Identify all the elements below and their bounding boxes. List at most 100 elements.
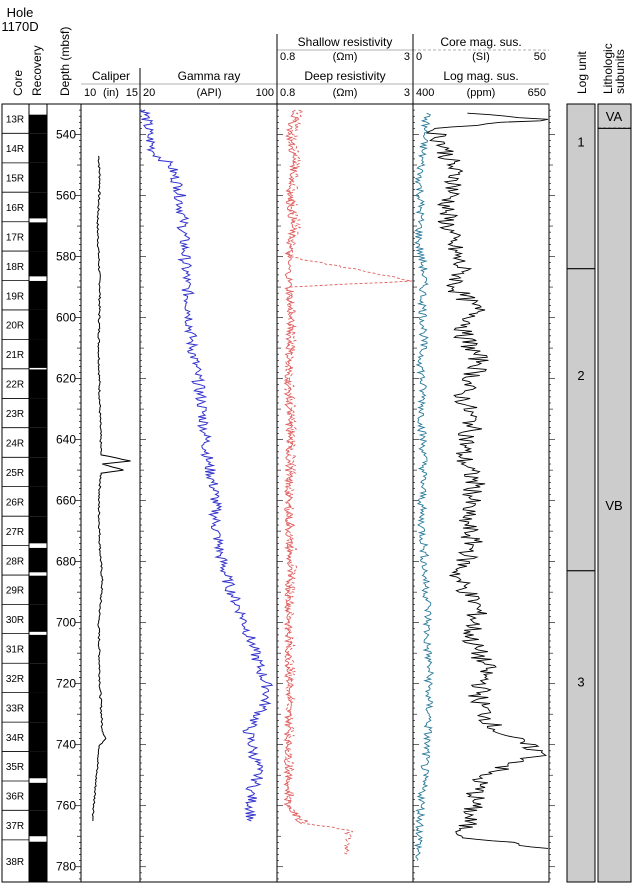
core-label-14R: 14R (6, 144, 24, 155)
deep-min: 0.8 (280, 87, 295, 99)
hole-label-line2: 1170D (1, 19, 38, 34)
recovery-block-34R (29, 722, 47, 752)
core-magsus-curve (425, 112, 549, 849)
recovery-block-33R (29, 692, 47, 723)
shallow-max: 3 (404, 51, 410, 63)
recovery-block-30R (29, 604, 47, 632)
gamma-unit: (API) (196, 87, 221, 99)
deep-resistivity-curve (283, 109, 302, 825)
recovery-block-18R (29, 251, 47, 277)
core-label-34R: 34R (6, 733, 24, 744)
core-label-22R: 22R (6, 380, 24, 391)
depth-axis-label: Depth (mbsf) (58, 27, 72, 96)
depth-tick-label-680: 680 (56, 555, 76, 569)
recovery-block-31R (29, 634, 47, 664)
recovery-block-17R (29, 222, 47, 252)
logmag-min: 400 (416, 87, 434, 99)
core-label-33R: 33R (6, 703, 24, 714)
magsus-track-frame (412, 103, 550, 883)
caliper-curve (91, 155, 131, 822)
recovery-block-19R (29, 280, 47, 310)
core-label-17R: 17R (6, 232, 24, 243)
caliper-title: Caliper (92, 69, 130, 83)
core-label-37R: 37R (6, 821, 24, 832)
caliper-track-frame (80, 103, 141, 883)
core-label-20R: 20R (6, 321, 24, 332)
core-label-19R: 19R (6, 291, 24, 302)
header-dividers (139, 34, 414, 104)
shallow-min: 0.8 (280, 51, 295, 63)
recovery-block-15R (29, 162, 47, 193)
depth-tick-label-760: 760 (56, 799, 76, 813)
depth-tick-label-640: 640 (56, 433, 76, 447)
core-label-25R: 25R (6, 468, 24, 479)
gamma-min: 20 (143, 87, 155, 99)
gamma-title: Gamma ray (178, 69, 241, 83)
core-label-32R: 32R (6, 674, 24, 685)
shallow-title: Shallow resistivity (298, 35, 393, 49)
gamma-max: 100 (256, 87, 274, 99)
caliper-max: 15 (126, 87, 138, 99)
depth-tick-label-660: 660 (56, 494, 76, 508)
core-label-38R: 38R (6, 857, 24, 868)
coremag-title: Core mag. sus. (440, 35, 521, 49)
recovery-block-32R (29, 663, 47, 693)
log-unit-1 (566, 103, 596, 270)
recovery-block-27R (29, 516, 47, 544)
log-unit-label-3: 3 (577, 674, 584, 689)
log-unit-3 (566, 570, 596, 883)
caliper-unit: (in) (103, 87, 119, 99)
depth-tick-label-580: 580 (56, 250, 76, 264)
recovery-block-25R (29, 457, 47, 487)
recovery-block-22R (29, 369, 47, 399)
core-label-30R: 30R (6, 615, 24, 626)
recovery-block-35R (29, 751, 47, 779)
core-label-29R: 29R (6, 586, 24, 597)
log-unit-2 (566, 268, 596, 572)
hole-label-line1: Hole (7, 5, 34, 20)
recovery-block-29R (29, 575, 47, 605)
recovery-block-14R (29, 133, 47, 163)
gamma-ray-curve (139, 109, 274, 822)
recovery-block-23R (29, 398, 47, 428)
core-label-31R: 31R (6, 644, 24, 655)
lithologic-subunit-label-VA: VA (606, 109, 623, 124)
log-unit-label-2: 2 (577, 368, 584, 383)
core-label-21R: 21R (6, 350, 24, 361)
header-scale-lines (81, 49, 549, 85)
depth-tick-label-780: 780 (56, 860, 76, 874)
lithologic-header-line1: Lithologic (601, 43, 615, 94)
core-label-35R: 35R (6, 762, 24, 773)
shallow-resistivity-curve (283, 109, 413, 855)
recovery-block-21R (29, 339, 47, 368)
depth-tick-label-720: 720 (56, 677, 76, 691)
log-unit-header: Log unit (575, 51, 589, 94)
recovery-block-26R (29, 486, 47, 517)
recovery-block-38R (29, 841, 47, 882)
recovery-column-header: Recovery (30, 45, 44, 96)
deep-unit: (Ωm) (333, 87, 358, 99)
depth-tick-label-700: 700 (56, 616, 76, 630)
core-column-header: Core (11, 70, 25, 96)
recovery-block-16R (29, 192, 47, 219)
lithologic-header-line2: subunits (613, 49, 627, 94)
core-label-24R: 24R (6, 439, 24, 450)
lithologic-subunit-VB (597, 127, 632, 883)
shallow-unit: (Ωm) (333, 51, 358, 63)
core-label-23R: 23R (6, 409, 24, 420)
coremag-max: 50 (534, 51, 546, 63)
recovery-block-28R (29, 547, 47, 573)
resistivity-track-frame (276, 103, 414, 883)
deep-title: Deep resistivity (304, 69, 385, 83)
depth-tick-label-540: 540 (56, 128, 76, 142)
logmag-max: 650 (528, 87, 546, 99)
depth-tick-label-600: 600 (56, 311, 76, 325)
core-label-15R: 15R (6, 174, 24, 185)
logmag-title: Log mag. sus. (443, 69, 518, 83)
log-unit-label-1: 1 (577, 134, 584, 149)
core-label-26R: 26R (6, 497, 24, 508)
core-label-27R: 27R (6, 527, 24, 538)
depth-tick-label-620: 620 (56, 372, 76, 386)
deep-max: 3 (404, 87, 410, 99)
